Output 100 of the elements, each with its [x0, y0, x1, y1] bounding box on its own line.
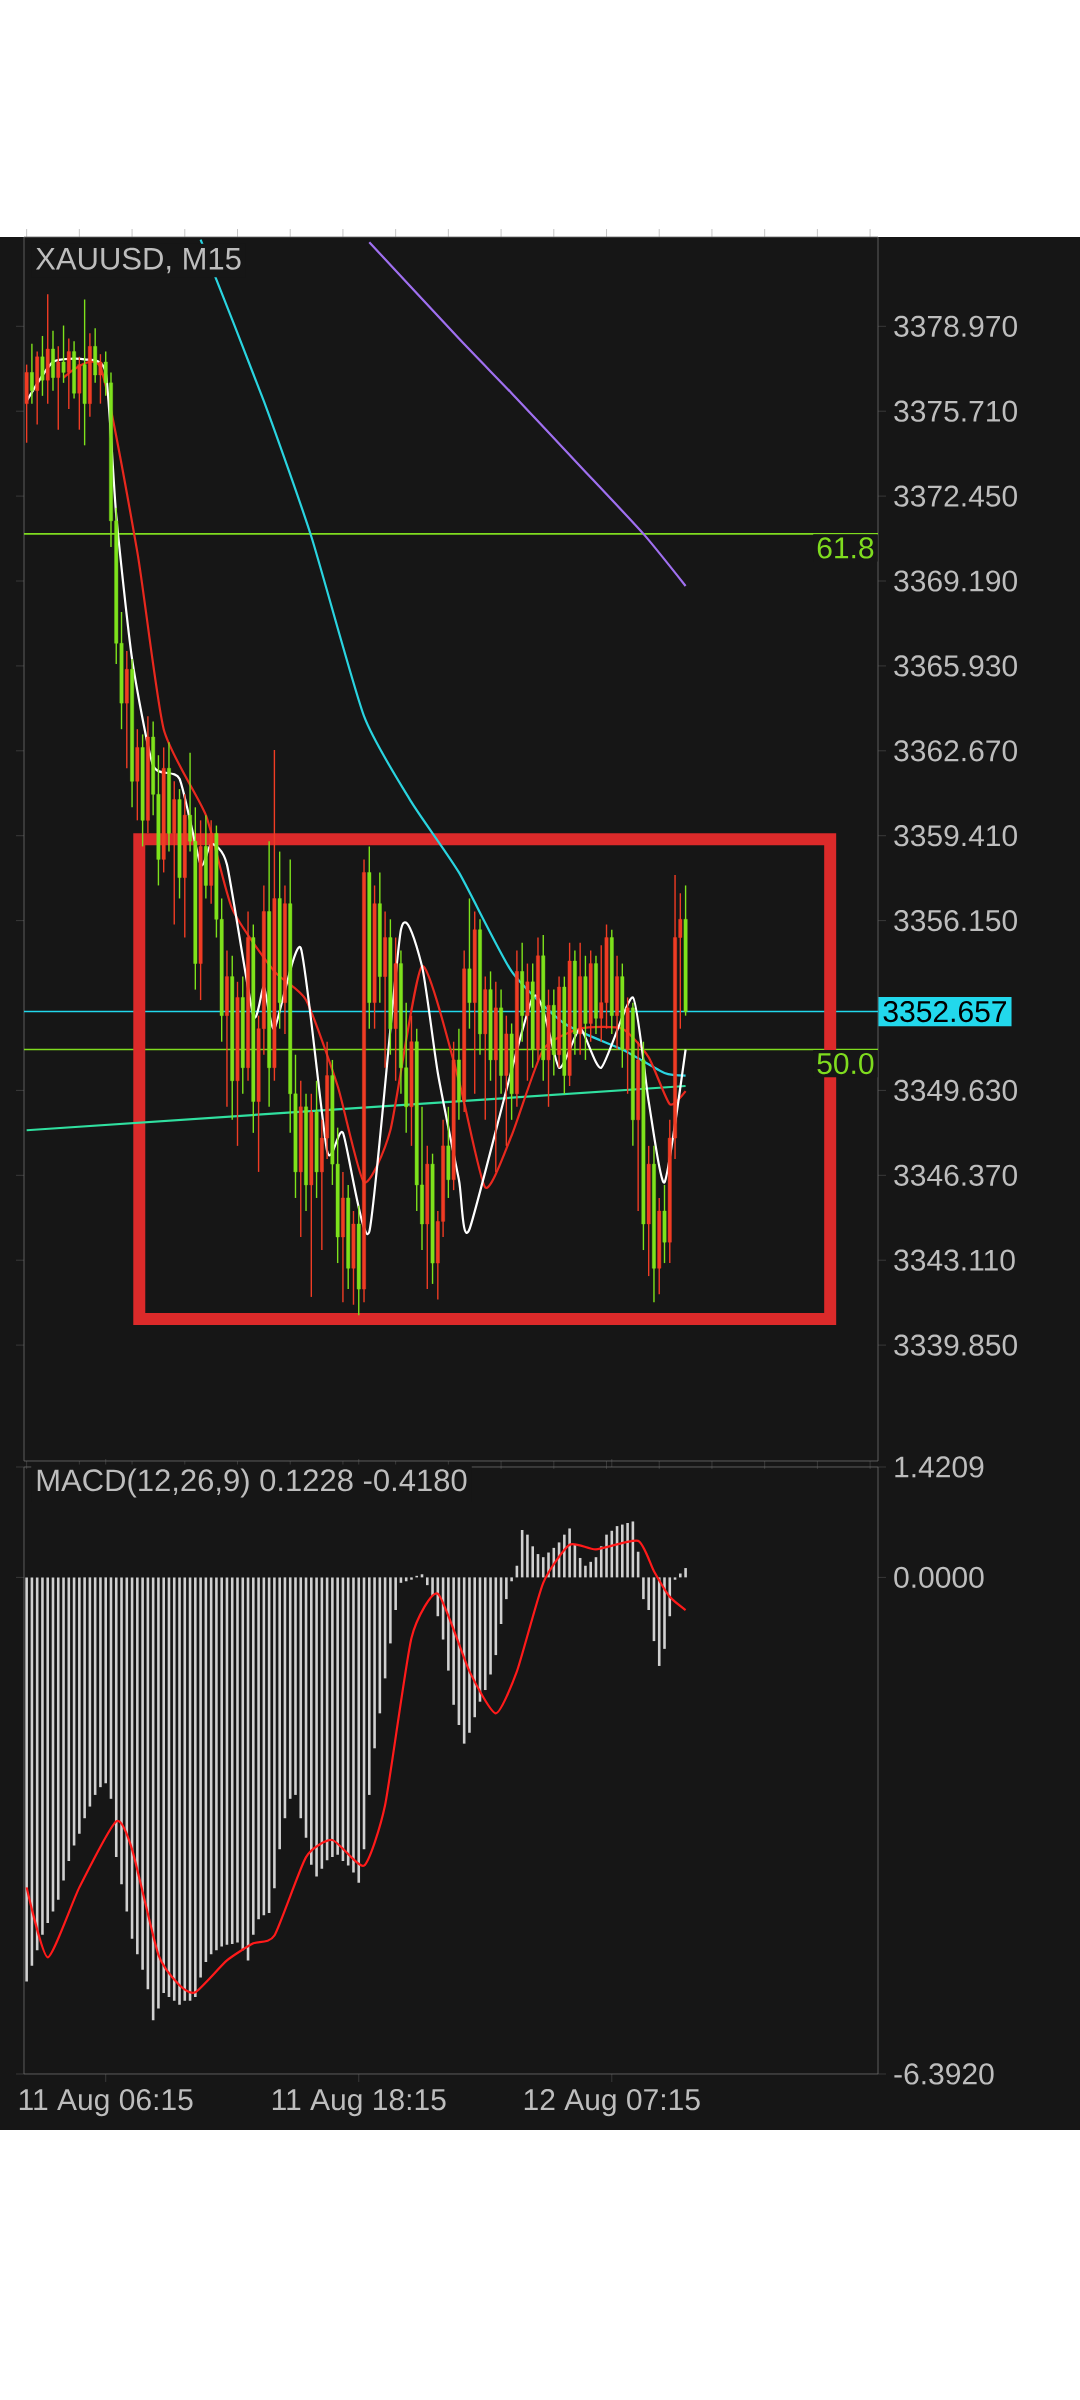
- bar: [568, 1528, 571, 1578]
- bar: [626, 1523, 629, 1578]
- bar: [657, 1577, 661, 1666]
- y-tick-label: 3343.110: [894, 1249, 1015, 1271]
- annotation: 50.0: [817, 1052, 874, 1075]
- y-tick-label: 3372.450: [894, 485, 1017, 507]
- bar: [589, 1561, 592, 1578]
- bar: [331, 1577, 334, 1858]
- bar: [252, 1577, 255, 1935]
- bar: [236, 1577, 239, 1943]
- bar: [56, 1577, 60, 1900]
- bar: [489, 1577, 492, 1675]
- bar: [468, 1577, 471, 1733]
- bar: [215, 1577, 218, 1951]
- bar: [199, 1577, 202, 1978]
- bar: [183, 1577, 187, 2001]
- candlestick: [61, 324, 66, 384]
- bar: [505, 1577, 508, 1600]
- y-tick-label: 3375.710: [894, 400, 1017, 422]
- y-tick-label: 1.4209: [895, 1456, 984, 1478]
- bar: [584, 1565, 587, 1578]
- bar: [315, 1577, 318, 1877]
- bar: [46, 1577, 50, 1924]
- y-tick-label: 3378.970: [894, 315, 1017, 337]
- bar: [194, 1577, 197, 1997]
- candlestick: [56, 345, 61, 431]
- bar: [172, 1577, 176, 2001]
- line-series: [25, 1539, 687, 1994]
- bar: [310, 1577, 313, 1865]
- ref-line-label: 3352.657: [883, 1000, 1006, 1023]
- y-tick-label: 3346.370: [894, 1164, 1017, 1186]
- bar: [531, 1546, 535, 1578]
- bar: [605, 1534, 608, 1578]
- bar: [230, 1577, 234, 1945]
- bar: [599, 1546, 603, 1578]
- bar: [125, 1577, 129, 1912]
- bar: [410, 1577, 413, 1580]
- bar: [273, 1577, 276, 1889]
- chart-title: XAUUSD, M15: [35, 247, 241, 274]
- bar: [621, 1524, 624, 1578]
- bar: [241, 1577, 245, 1951]
- bar: [425, 1577, 429, 1586]
- annotation: 61.8: [817, 537, 874, 559]
- bar: [541, 1557, 545, 1578]
- bar: [120, 1577, 123, 1885]
- bar: [373, 1577, 376, 1749]
- bar: [257, 1577, 260, 1920]
- y-tick-label: 3365.930: [894, 655, 1017, 677]
- bar: [162, 1577, 165, 1994]
- bar: [83, 1577, 86, 1819]
- y-tick-label: -6.3920: [894, 2063, 994, 2085]
- bar: [473, 1577, 477, 1718]
- bar: [389, 1577, 392, 1644]
- bar: [220, 1577, 223, 1947]
- bar: [510, 1577, 513, 1582]
- y-tick-label: 3362.670: [894, 740, 1017, 762]
- bar: [684, 1568, 687, 1578]
- y-tick-label: 3369.190: [894, 570, 1017, 592]
- bar: [668, 1577, 672, 1617]
- candlestick: [66, 337, 71, 410]
- y-tick-label: 3356.150: [894, 909, 1017, 932]
- bar: [642, 1577, 645, 1600]
- bar: [367, 1577, 371, 1795]
- bar: [157, 1577, 160, 2009]
- bar: [352, 1577, 355, 1873]
- y-tick-label: 3349.630: [894, 1079, 1017, 1102]
- x-tick-label: 11 Aug 18:15: [272, 2089, 446, 2117]
- bar: [141, 1577, 144, 1970]
- bar: [41, 1577, 44, 1935]
- bar: [679, 1573, 682, 1578]
- bar: [78, 1577, 81, 1834]
- bar: [25, 1577, 28, 1982]
- bar: [673, 1577, 677, 1580]
- bar: [610, 1530, 614, 1578]
- bar: [62, 1577, 65, 1881]
- bar: [663, 1577, 666, 1649]
- bar: [336, 1577, 339, 1855]
- bar: [483, 1577, 487, 1691]
- bar: [104, 1577, 108, 1784]
- bar: [452, 1577, 455, 1705]
- bar: [294, 1577, 297, 1795]
- bar: [431, 1577, 434, 1597]
- bar: [394, 1577, 397, 1611]
- bar: [99, 1577, 102, 1788]
- bar: [278, 1577, 281, 1850]
- x-tick-label: 12 Aug 07:15: [524, 2089, 700, 2117]
- y-tick-label: 0.0000: [894, 1566, 984, 1588]
- y-tick-label: 3339.850: [894, 1334, 1017, 1356]
- bar: [178, 1577, 181, 2005]
- candlestick: [40, 335, 45, 397]
- candlestick: [98, 353, 103, 405]
- candlestick: [30, 343, 34, 405]
- bar: [114, 1577, 118, 1858]
- bar: [526, 1534, 529, 1578]
- bar: [563, 1534, 566, 1578]
- line-series: [368, 241, 687, 588]
- chart-title: MACD(12,26,9) 0.1228 -0.4180: [37, 1468, 467, 1498]
- bar: [647, 1577, 650, 1611]
- bar: [346, 1577, 350, 1866]
- bar: [299, 1577, 303, 1819]
